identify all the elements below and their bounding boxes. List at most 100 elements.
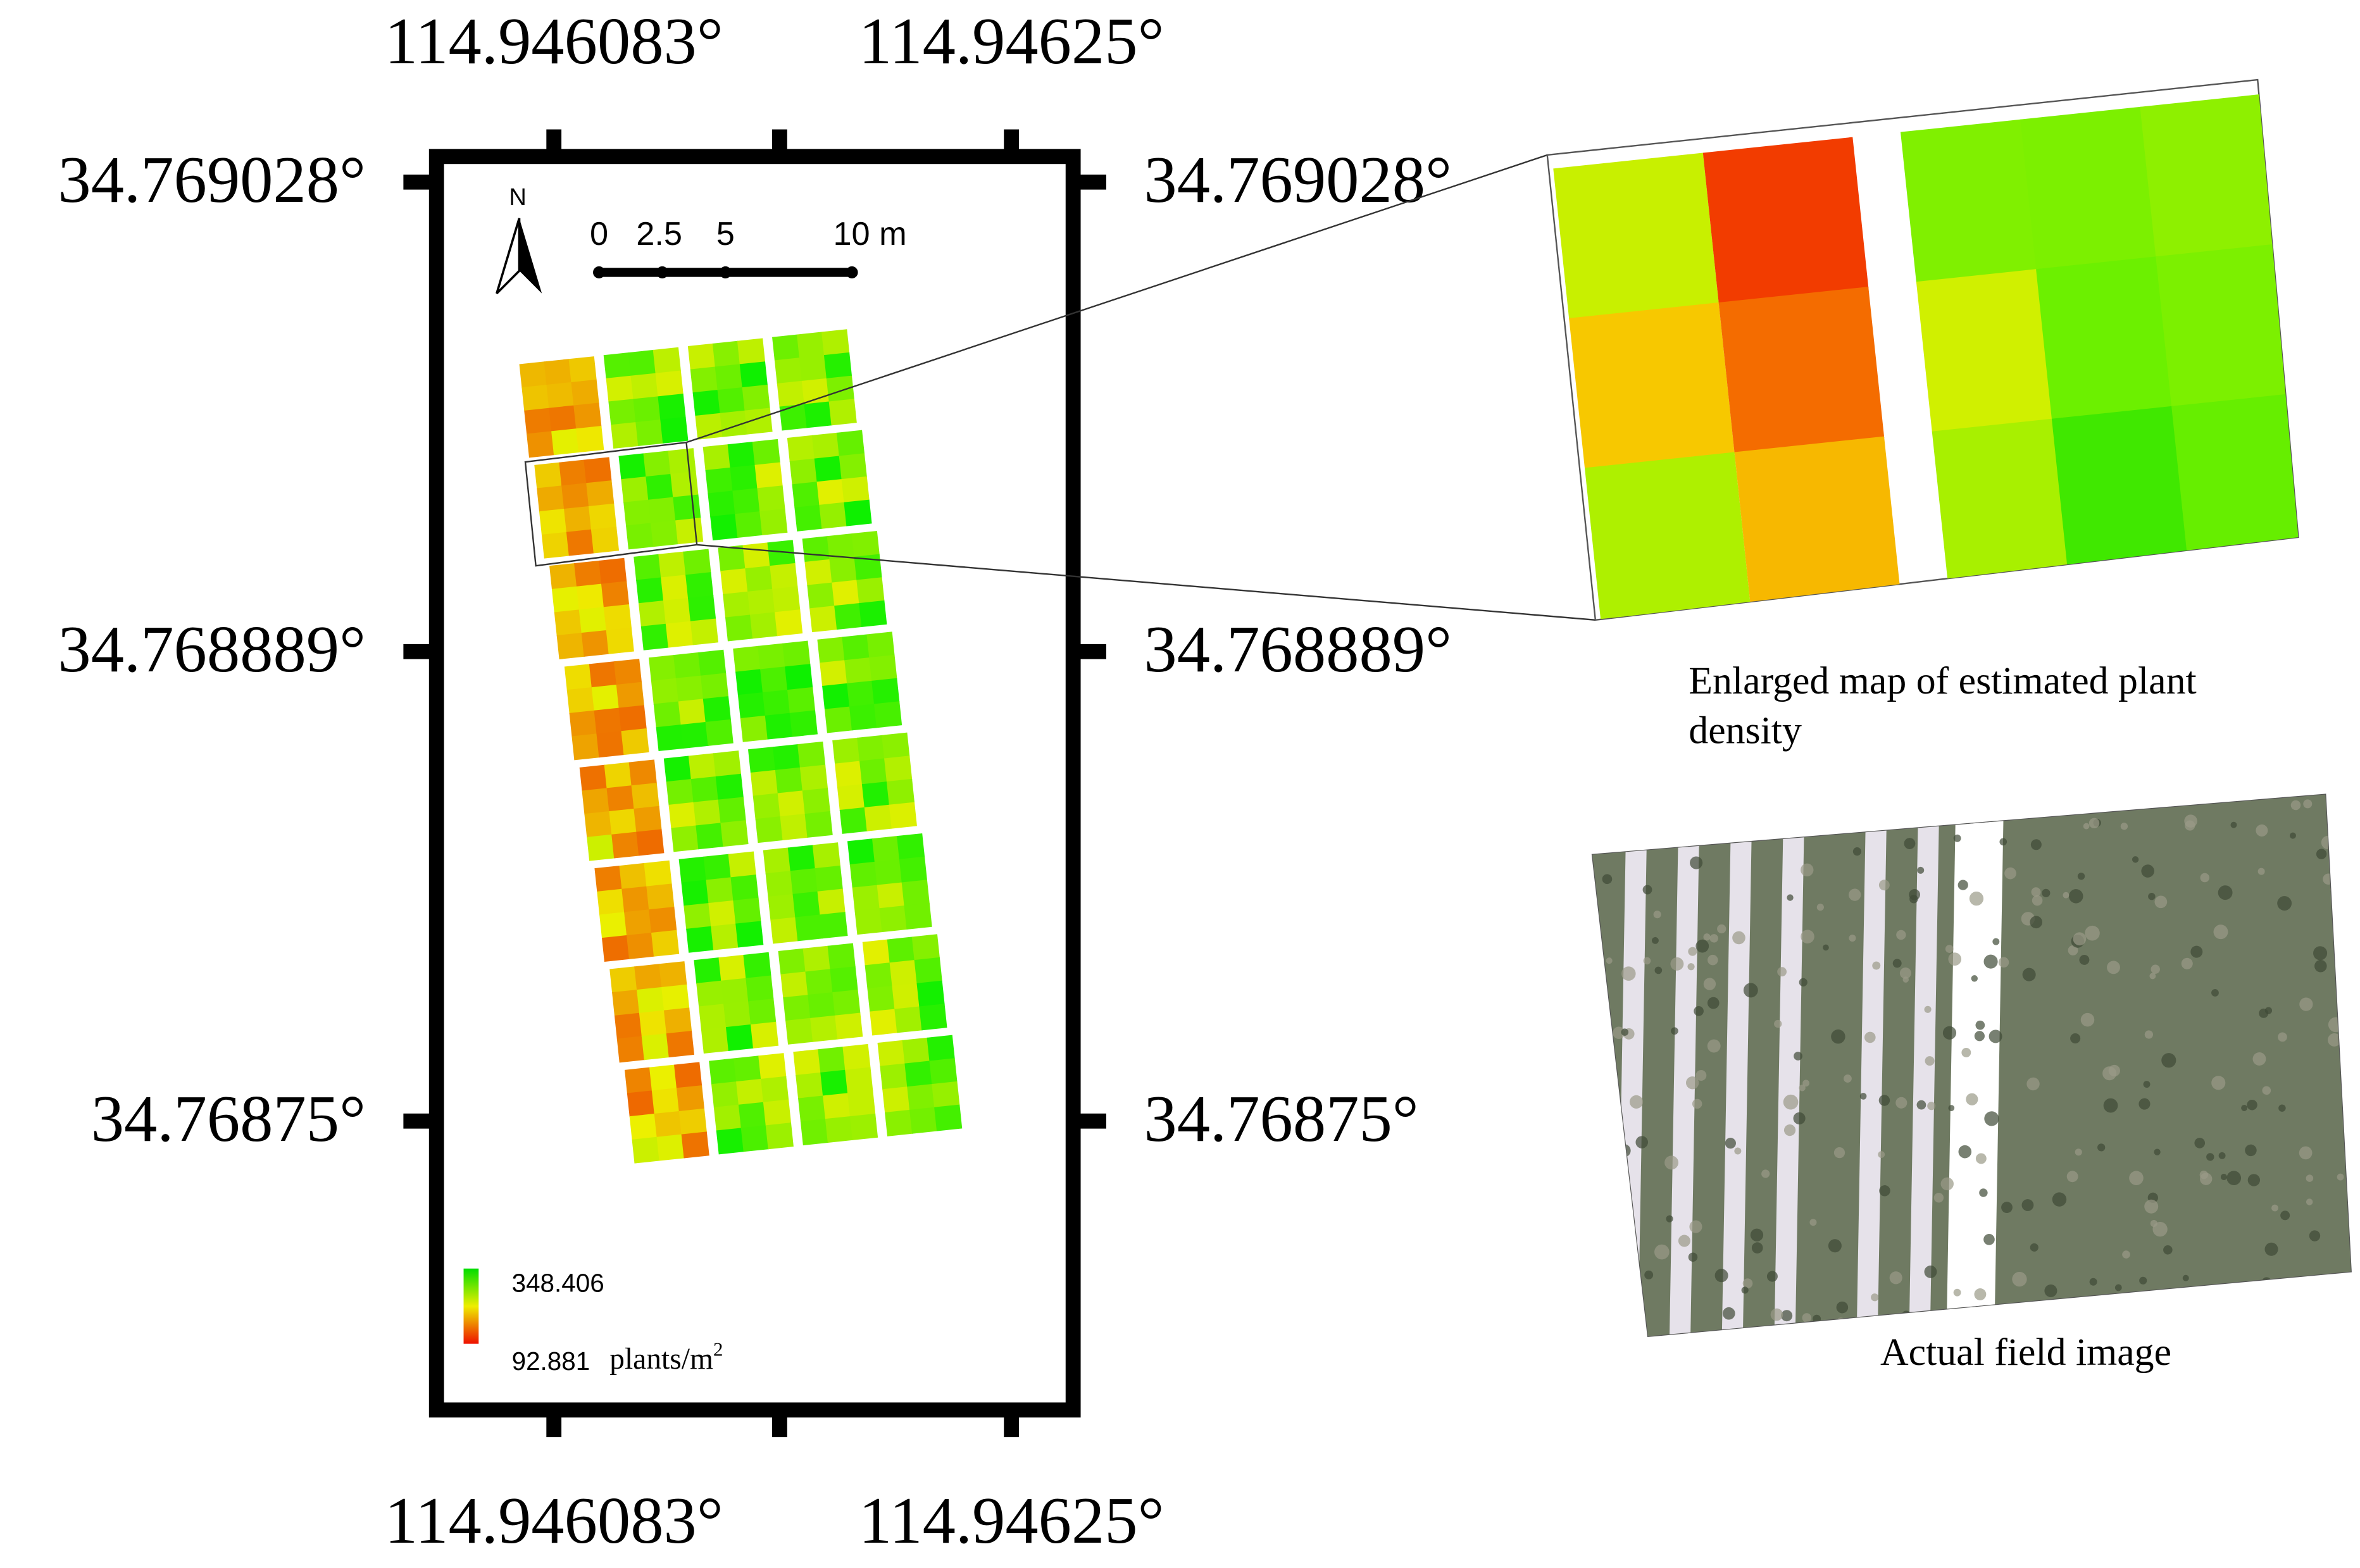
field-speck [1652,936,1659,944]
plot-cell [733,897,761,924]
scale-label: 10 m [833,216,906,252]
plot-cell [732,488,761,515]
field-speck [2199,1171,2209,1179]
plot-cell [911,934,940,961]
plot-cell [854,908,883,935]
plot-cell [661,575,689,602]
field-speck [2181,957,2193,969]
field-speck [1999,838,2007,846]
plot-cell [869,654,897,681]
plot-cell [842,634,870,661]
plot-cell [616,1036,645,1063]
plot-cell [790,868,818,895]
zoom-line [686,154,1548,444]
plot-cell [865,962,893,990]
field-speck [1707,997,1720,1009]
plot-cell [817,637,846,664]
plot-cell [718,545,746,572]
plot-cell [757,485,785,513]
field-speck [2218,885,2233,900]
plot-cell [744,408,773,435]
plot-cell [758,643,786,670]
plot-cell [678,856,707,883]
plot-cell [765,871,794,898]
plot-cell [804,559,833,586]
field-speck [2213,924,2228,940]
field-speck [1953,1288,1961,1297]
field-speck [2114,1284,2122,1291]
enlarged-cell [1718,287,1885,454]
plot-cell [736,1078,765,1105]
plot-cell [808,992,836,1019]
plot-cell [820,912,848,939]
plot-cell [603,352,632,380]
field-speck [1766,1271,1778,1282]
plot-cell [685,572,714,599]
field-speck [1833,1147,1845,1159]
plot-cell [740,715,768,742]
plot-cell [785,664,813,691]
legend-low: 92.881 [512,1347,590,1376]
enlarged-cell [1553,152,1719,320]
plot-cell [641,1033,670,1061]
plot-cell [780,971,809,999]
field-speck [1781,1310,1793,1322]
field-speck [1703,978,1716,990]
field-speck [1809,1219,1817,1226]
field-speck [2356,1240,2360,1248]
field-speck [2144,1199,2159,1214]
plot-cell [870,1009,898,1036]
field-speck [1945,945,1954,954]
plot-cell [901,880,930,907]
plot-cell [787,845,816,872]
field-speck [2182,1274,2189,1281]
plot-cell [618,705,647,732]
field-speck [2226,1171,2242,1186]
plot-cell [603,604,632,632]
plot-cell [612,989,640,1017]
plot-cell [673,652,702,679]
field-speck [2218,1152,2226,1159]
plot-cell [805,969,833,996]
field-speck [2335,808,2349,822]
field-speck [2352,1114,2360,1125]
field-speck [2326,800,2333,807]
plot-cell [747,588,776,616]
enlarged-cell [2171,393,2299,557]
plot-cell [896,833,925,861]
plot-cell [690,618,719,645]
plot-cell [712,340,741,368]
plot-cell [746,975,774,1002]
plot-cell [651,678,680,705]
field-image [1592,794,2360,1343]
field-speck [1953,834,1961,842]
plot-cell [758,1053,787,1080]
field-speck [1695,1070,1707,1081]
field-speck [1856,1336,1863,1343]
plot-cell [822,683,851,710]
plot-cell [889,960,918,987]
plot-cell [847,838,876,866]
field-speck [2289,832,2296,839]
plot-cell [596,731,625,758]
plot-cell [670,471,699,498]
plot-cell [862,939,890,966]
plot [694,952,779,1054]
field-speck [2348,1052,2351,1062]
field-speck [2280,1210,2290,1221]
lon-label: 114.94625° [859,4,1164,78]
field-speck [2151,964,2160,974]
plot [549,557,634,659]
field-speck [1966,1093,1978,1105]
plot-cell [716,1128,744,1155]
field-speck [1653,911,1661,919]
plot-cell [541,532,570,559]
plot [747,741,833,843]
field-speck [1654,1244,1670,1260]
plot-cell [880,1063,908,1090]
field-speck [2052,1192,2067,1207]
legend-unit-sup: 2 [713,1338,723,1360]
field-speck [1889,1271,1902,1285]
field-speck [2139,1276,2147,1285]
plot-cell [877,882,905,909]
